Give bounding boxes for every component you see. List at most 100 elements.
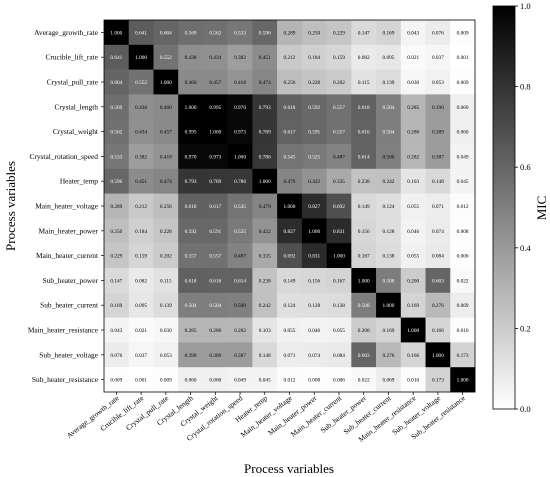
heatmap-cell — [227, 94, 253, 120]
heatmap-cell-value: 0.055 — [407, 204, 419, 210]
heatmap-cell-value: 0.422 — [308, 179, 320, 185]
heatmap-cell — [227, 292, 253, 318]
heatmap-cell-value: 0.603 — [432, 278, 444, 284]
heatmap-cell — [351, 193, 377, 219]
heatmap-cell — [178, 193, 204, 219]
y-axis-title: Process variables — [3, 161, 18, 251]
heatmap-cell — [326, 268, 352, 294]
heatmap-cell — [376, 69, 402, 95]
heatmap-cell-value: 0.124 — [284, 303, 296, 309]
heatmap-cell — [450, 69, 476, 95]
heatmap-cell-value: 0.103 — [259, 328, 271, 334]
heatmap-cell-value: 0.641 — [135, 30, 147, 36]
heatmap-cell-value: 0.082 — [358, 55, 370, 61]
heatmap-cell — [326, 44, 352, 70]
heatmap-cell-value: 0.569 — [110, 105, 122, 111]
heatmap-cell — [301, 243, 327, 269]
heatmap-cell-value: 0.147 — [110, 278, 122, 284]
heatmap-cell — [301, 119, 327, 145]
heatmap-cell-value: 0.159 — [333, 55, 345, 61]
heatmap-cell — [178, 292, 204, 318]
heatmap-cell — [450, 20, 476, 46]
heatmap-cell-value: 0.789 — [259, 130, 271, 136]
heatmap-cell-value: 0.250 — [308, 30, 320, 36]
heatmap-cell-value: 0.021 — [407, 55, 419, 61]
heatmap-cell-value: 0.995 — [209, 105, 221, 111]
heatmap-cell — [128, 44, 154, 70]
heatmap-cell-value: 0.008 — [308, 378, 320, 384]
heatmap-cell — [425, 218, 451, 244]
heatmap-cell — [128, 218, 154, 244]
x-axis-title: Process variables — [244, 461, 334, 476]
heatmap-cell — [227, 193, 253, 219]
heatmap-cell — [252, 218, 278, 244]
heatmap-cell-value: 0.074 — [432, 229, 444, 235]
heatmap-cell-value: 0.169 — [407, 303, 419, 309]
heatmap-cell — [400, 292, 426, 318]
heatmap-cell-value: 0.169 — [382, 328, 394, 334]
y-tick-label: Sub_heater_current — [40, 301, 99, 310]
heatmap-cell — [252, 342, 278, 368]
heatmap-cell-labels: 1.000 0.641 0.604 0.569 0.562 0.533 0.596 0.289… — [110, 30, 469, 383]
heatmap-cell-value: 0.617 — [209, 204, 221, 210]
heatmap-cell — [128, 144, 154, 170]
heatmap-cell — [104, 268, 130, 294]
heatmap-cell-value: 0.166 — [432, 328, 444, 334]
heatmap-cell-value: 0.006 — [457, 254, 469, 260]
heatmap-cell-value: 1.000 — [209, 130, 221, 136]
heatmap-cell — [400, 268, 426, 294]
heatmap-cell — [326, 342, 352, 368]
heatmap-cell — [104, 367, 130, 393]
heatmap-cell — [277, 144, 303, 170]
heatmap-cell-value: 0.562 — [209, 30, 221, 36]
heatmap-cell-value: 0.389 — [209, 353, 221, 359]
heatmap-cell — [252, 144, 278, 170]
heatmap-cell — [252, 20, 278, 46]
heatmap-cell — [376, 20, 402, 46]
heatmap-cell — [227, 168, 253, 194]
heatmap-cell-value: 0.045 — [259, 378, 271, 384]
heatmap-cell-value: 0.055 — [333, 328, 345, 334]
heatmap-cell — [425, 367, 451, 393]
heatmap-cell — [400, 119, 426, 145]
heatmap-cell — [277, 168, 303, 194]
heatmap-cell-value: 0.603 — [358, 353, 370, 359]
heatmap-cell — [277, 268, 303, 294]
heatmap-cell — [227, 243, 253, 269]
heatmap-cell-value: 0.552 — [135, 80, 147, 86]
heatmap-cell-value: 0.569 — [185, 30, 197, 36]
heatmap-cell — [202, 144, 228, 170]
heatmap-cell — [400, 144, 426, 170]
heatmap-cell-value: 0.474 — [259, 80, 271, 86]
heatmap-cell — [277, 193, 303, 219]
heatmap-cell — [301, 367, 327, 393]
heatmap-cell — [450, 218, 476, 244]
heatmap-cell — [227, 44, 253, 70]
heatmap-cell — [301, 268, 327, 294]
heatmap-cell — [202, 168, 228, 194]
heatmap-cell — [128, 20, 154, 46]
heatmap-cell — [153, 144, 179, 170]
heatmap-cell — [351, 218, 377, 244]
heatmap-cell-value: 0.138 — [333, 303, 345, 309]
heatmap-cell-value: 0.060 — [457, 105, 469, 111]
heatmap-cell — [104, 292, 130, 318]
heatmap-cell — [450, 342, 476, 368]
heatmap-cell-value: 0.533 — [234, 30, 246, 36]
heatmap-cell-value: 0.995 — [185, 130, 197, 136]
heatmap-cell-value: 0.286 — [407, 130, 419, 136]
y-tick-label: Sub_heater_resistance — [32, 375, 99, 384]
heatmap-cell-value: 1.000 — [457, 378, 469, 384]
heatmap-cell — [178, 119, 204, 145]
heatmap-cell-value: 0.173 — [432, 378, 444, 384]
heatmap-cell — [400, 69, 426, 95]
heatmap-cell-value: 0.009 — [110, 378, 122, 384]
heatmap-cell — [425, 20, 451, 46]
heatmap-cell — [400, 342, 426, 368]
heatmap-cell-value: 0.525 — [234, 229, 246, 235]
heatmap-cell — [104, 94, 130, 120]
colorbar-label: MIC — [534, 196, 549, 221]
y-tick-label: Crystal_rotation_speed — [29, 152, 98, 161]
heatmap-cell — [153, 243, 179, 269]
heatmap-cell — [227, 69, 253, 95]
